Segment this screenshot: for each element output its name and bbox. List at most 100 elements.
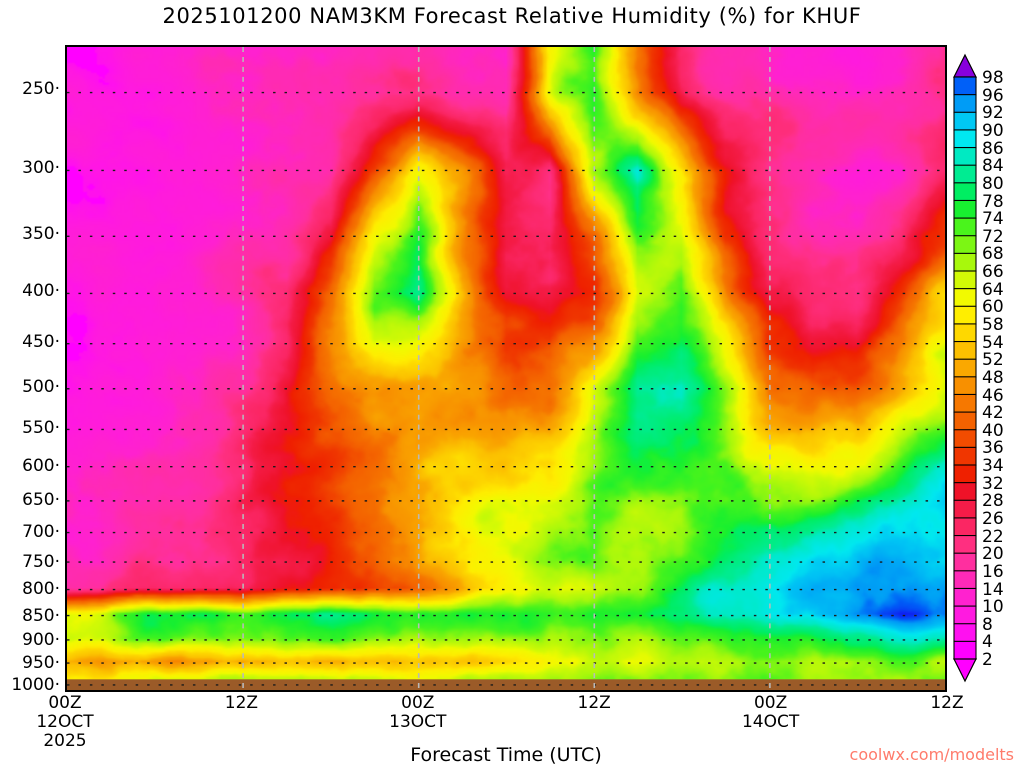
y-tick-label: 650· (22, 490, 60, 511)
colorbar-tick-label: 54 (982, 332, 1004, 353)
y-tick-label: 600· (22, 455, 60, 476)
colorbar-tick-label: 68 (982, 244, 1004, 265)
x-tick-label: 00Z 12OCT 2025 (36, 693, 94, 751)
colorbar-under-arrow (953, 658, 977, 683)
colorbar-tick-label: 10 (982, 597, 1004, 618)
colorbar-tick-label: 40 (982, 420, 1004, 441)
colorbar-segment (953, 164, 977, 184)
colorbar-tick-label: 64 (982, 279, 1004, 300)
y-tick-label: 500· (22, 377, 60, 398)
colorbar-tick-label: 46 (982, 385, 1004, 406)
watermark: coolwx.com/modelts (849, 745, 1014, 764)
colorbar-tick-label: 86 (982, 138, 1004, 159)
colorbar-segment (953, 235, 977, 255)
colorbar: 98 96 92 90 86 84 80 78 74 72 68 66 64 60 58 54 52 48 46 42… (952, 45, 1024, 695)
colorbar-tick-label: 58 (982, 315, 1004, 336)
colorbar-segment (953, 323, 977, 343)
y-tick-label: 400· (22, 281, 60, 302)
colorbar-tick-label: 36 (982, 438, 1004, 459)
colorbar-segment (953, 94, 977, 114)
rh-contour-image (67, 47, 945, 690)
colorbar-tick-label: 4 (982, 632, 993, 653)
colorbar-tick-label: 72 (982, 226, 1004, 247)
colorbar-tick-label: 32 (982, 473, 1004, 494)
colorbar-tick-label: 14 (982, 579, 1004, 600)
plot-area (65, 45, 947, 692)
y-tick-label: 900· (22, 630, 60, 651)
colorbar-labels: 98 96 92 90 86 84 80 78 74 72 68 66 64 60 58 54 52 48 46 42… (982, 45, 1024, 695)
colorbar-segment (953, 340, 977, 361)
colorbar-segment (953, 464, 977, 484)
x-axis-title: Forecast Time (UTC) (410, 744, 602, 766)
y-tick-label: 250· (22, 79, 60, 100)
colorbar-tick-label: 98 (982, 68, 1004, 89)
colorbar-segment (953, 517, 977, 537)
y-tick-label: 300· (22, 157, 60, 178)
colorbar-segment (953, 411, 977, 431)
relative-humidity-field (67, 47, 945, 690)
colorbar-segment (953, 446, 977, 466)
colorbar-tick-label: 8 (982, 614, 993, 635)
y-tick-label: 450· (22, 332, 60, 353)
colorbar-tick-label: 2 (982, 650, 993, 671)
colorbar-tick-label: 80 (982, 173, 1004, 194)
colorbar-segment (953, 640, 977, 660)
colorbar-tick-label: 74 (982, 209, 1004, 230)
colorbar-tick-label: 34 (982, 456, 1004, 477)
colorbar-segment (953, 217, 977, 237)
colorbar-segment (953, 146, 977, 167)
colorbar-tick-label: 26 (982, 509, 1004, 530)
colorbar-swatches (953, 53, 977, 683)
colorbar-tick-label: 28 (982, 491, 1004, 512)
colorbar-tick-label: 90 (982, 121, 1004, 142)
y-tick-label: 550· (22, 418, 60, 439)
y-tick-label: 750· (22, 551, 60, 572)
colorbar-segment (953, 129, 977, 149)
colorbar-tick-label: 16 (982, 561, 1004, 582)
y-tick-label: 850· (22, 605, 60, 626)
colorbar-segment (953, 270, 977, 290)
colorbar-segment (953, 288, 977, 308)
colorbar-tick-label: 20 (982, 544, 1004, 565)
colorbar-segment (953, 252, 977, 272)
x-tick-label: 12Z (224, 693, 259, 713)
colorbar-segment (953, 305, 977, 325)
colorbar-over-arrow (953, 53, 977, 78)
colorbar-tick-label: 22 (982, 526, 1004, 547)
y-tick-label: 350· (22, 223, 60, 244)
y-tick-label: 950· (22, 653, 60, 674)
colorbar-segment (953, 182, 977, 202)
colorbar-tick-label: 60 (982, 297, 1004, 318)
terrain-block (67, 679, 945, 690)
colorbar-segment (953, 587, 977, 608)
x-tick-label: 00Z 14OCT (741, 693, 800, 732)
x-axis: 00Z 12OCT 2025 12Z 00Z 13OCT 12Z 00Z 14OCT 12Z (36, 693, 963, 768)
colorbar-segment (953, 429, 977, 449)
colorbar-tick-label: 92 (982, 103, 1004, 124)
colorbar-segment (953, 534, 977, 555)
colorbar-segment (953, 393, 977, 414)
colorbar-segment (953, 482, 977, 502)
chart-title: 2025101200 NAM3KM Forecast Relative Humi… (162, 4, 862, 28)
x-tick-label: 00Z 13OCT (389, 693, 447, 732)
colorbar-tick-label: 84 (982, 156, 1004, 177)
y-tick-label: 1000· (11, 675, 60, 696)
colorbar-tick-label: 48 (982, 367, 1004, 388)
colorbar-segment (953, 605, 977, 625)
y-tick-label: 700· (22, 522, 60, 543)
colorbar-segment (953, 570, 977, 590)
colorbar-tick-label: 66 (982, 262, 1004, 283)
colorbar-tick-label: 96 (982, 85, 1004, 106)
colorbar-tick-label: 78 (982, 191, 1004, 212)
y-tick-label: 800· (22, 579, 60, 600)
x-tick-label: 12Z (577, 693, 611, 713)
colorbar-segment (953, 199, 977, 220)
colorbar-segment (953, 499, 977, 519)
colorbar-segment (953, 623, 977, 643)
colorbar-segment (953, 376, 977, 396)
colorbar-segment (953, 552, 977, 572)
colorbar-tick-label: 42 (982, 403, 1004, 424)
y-axis: 250· 300· 350· 400· 450· 500· 550· 600· 650· 700·… (0, 45, 60, 696)
colorbar-segment (953, 358, 977, 378)
